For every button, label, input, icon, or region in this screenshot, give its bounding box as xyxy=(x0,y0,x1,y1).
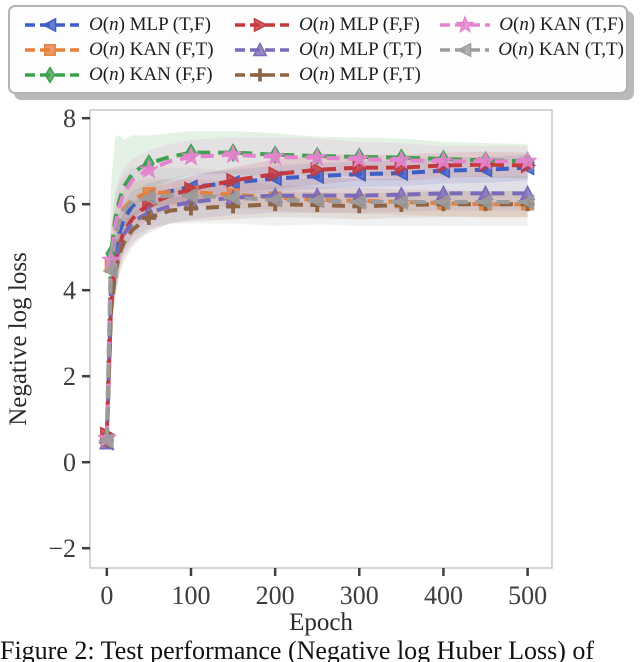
y-tick-label: 6 xyxy=(63,190,76,219)
y-axis-label: Negative log loss xyxy=(5,252,32,426)
legend-sample-plus-icon xyxy=(235,68,289,81)
x-tick-label: 100 xyxy=(171,581,210,610)
legend-label: O(n) KAN (F,F) xyxy=(89,63,213,85)
x-tick-label: 200 xyxy=(256,581,295,610)
legend-label: O(n) KAN (T,T) xyxy=(498,38,624,60)
axes: 0 100 200 300 400 500 8 6 4 2 0 −2 Epoch Negative log… xyxy=(5,104,547,636)
legend-label: O(n) MLP (F,F) xyxy=(299,13,420,35)
y-tick-label: 0 xyxy=(63,448,76,477)
legend-label: O(n) MLP (T,F) xyxy=(89,13,211,35)
legend-item-0: O(n) MLP (T,F) xyxy=(24,14,234,36)
legend-sample-triangle-up-icon xyxy=(235,41,289,56)
band-0 xyxy=(106,154,528,448)
y-tick-label: 8 xyxy=(63,104,76,133)
legend-item-6: O(n) KAN (T,F) xyxy=(439,14,624,36)
legend-item-3: O(n) MLP (F,F) xyxy=(234,14,439,36)
legend-sample-diamond-icon xyxy=(25,65,79,84)
line-6 xyxy=(104,152,528,439)
legend-sample-triangle-left-icon xyxy=(440,42,490,57)
legend: O(n) MLP (T,F) O(n) KAN (F,T) O(n) KAN (F,… xyxy=(8,5,628,94)
plot-area xyxy=(89,109,553,569)
legend-sample-triangle-left-icon xyxy=(25,17,79,32)
legend-item-7: O(n) KAN (T,T) xyxy=(439,39,624,61)
legend-item-4: O(n) MLP (T,T) xyxy=(234,39,439,61)
x-axis-label: Epoch xyxy=(289,609,353,636)
legend-sample-triangle-right-icon xyxy=(235,17,289,32)
legend-item-5: O(n) MLP (F,T) xyxy=(234,64,439,86)
legend-sample-square-icon xyxy=(25,43,79,56)
series-7 xyxy=(98,187,535,449)
legend-label: O(n) MLP (F,T) xyxy=(299,63,421,85)
figure-caption: Figure 2: Test performance (Negative log… xyxy=(0,636,595,662)
x-tick-label: 0 xyxy=(100,581,113,610)
y-tick-label: 4 xyxy=(63,276,76,305)
x-tick-label: 300 xyxy=(340,581,379,610)
legend-label: O(n) KAN (F,T) xyxy=(89,38,214,60)
y-tick-label: 2 xyxy=(63,362,76,391)
line-7 xyxy=(104,193,528,441)
legend-item-2: O(n) KAN (F,F) xyxy=(24,64,234,86)
legend-sample-star-icon xyxy=(440,14,491,33)
y-tick-label: −2 xyxy=(48,534,76,563)
x-tick-label: 500 xyxy=(508,581,547,610)
legend-label: O(n) MLP (T,T) xyxy=(299,38,422,60)
legend-label: O(n) KAN (T,F) xyxy=(499,13,624,35)
legend-item-1: O(n) KAN (F,T) xyxy=(24,39,234,61)
x-tick-label: 400 xyxy=(424,581,463,610)
